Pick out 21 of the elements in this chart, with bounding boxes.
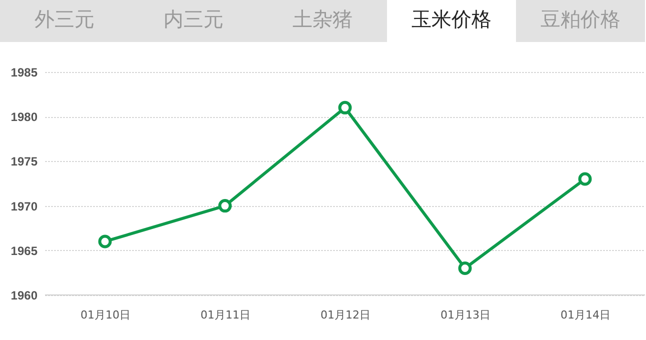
y-tick-label: 1985 — [10, 66, 38, 80]
text: 豆粕价格 — [540, 7, 620, 31]
x-tick-label: 01月12日 — [320, 308, 370, 322]
x-tick-label: 01月11日 — [200, 308, 250, 322]
y-tick-label: 1975 — [10, 154, 38, 169]
y-tick-label: 1960 — [10, 288, 38, 302]
y-tick-label: 1980 — [10, 110, 38, 124]
x-tick-label: 01月10日 — [80, 308, 130, 322]
x-tick-label: 01月14日 — [560, 308, 610, 322]
point — [578, 172, 592, 186]
text: 玉米价格 — [412, 7, 492, 31]
x-tick-label: 01月13日 — [440, 308, 490, 322]
text: 外三元 — [34, 7, 94, 31]
y-tick-label: 1970 — [10, 199, 38, 214]
point — [338, 100, 352, 114]
point — [458, 262, 472, 275]
text: 内三元 — [164, 7, 224, 31]
text: 土杂猪 — [292, 7, 352, 31]
point — [218, 199, 232, 213]
point — [98, 234, 112, 248]
y-tick-label: 1965 — [10, 244, 38, 258]
